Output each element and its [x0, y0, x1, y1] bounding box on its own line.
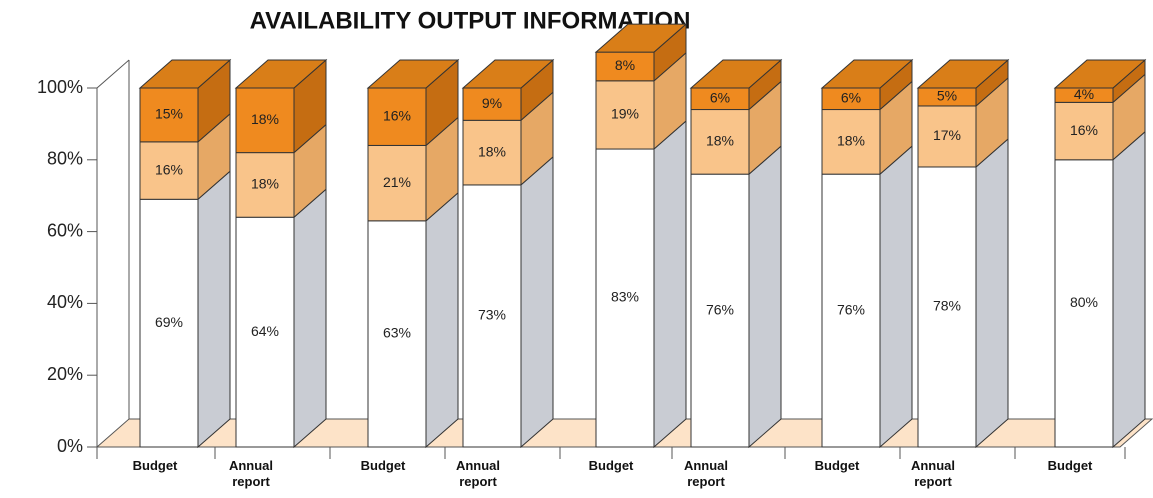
x-tick-label: Budget — [1047, 458, 1093, 473]
bar-segment — [595, 148, 655, 448]
bar-top — [366, 59, 460, 89]
value-label: 18% — [478, 143, 506, 159]
value-label: 18% — [837, 133, 865, 149]
bar-segment — [462, 119, 522, 186]
value-label: 6% — [841, 89, 861, 105]
x-tick-label: Annual report — [910, 458, 956, 489]
bar-side — [975, 137, 1009, 449]
x-tick-label: Annual report — [683, 458, 729, 489]
x-tick-label: Budget — [132, 458, 178, 473]
bar-segment — [1054, 159, 1114, 448]
value-label: 63% — [383, 325, 411, 341]
bar-segment — [367, 220, 427, 448]
value-label: 8% — [615, 57, 635, 73]
y-tick-label: 40% — [47, 292, 83, 312]
bar-segment — [235, 152, 295, 218]
value-label: 21% — [383, 174, 411, 190]
value-label: 15% — [155, 106, 183, 122]
bar-segment — [367, 87, 427, 146]
bar-top — [820, 59, 914, 89]
value-label: 76% — [837, 301, 865, 317]
bar-segment — [917, 105, 977, 168]
y-tick-label: 0% — [57, 436, 83, 456]
value-label: 64% — [251, 323, 279, 339]
value-label: 5% — [937, 88, 957, 104]
bar-side — [879, 145, 913, 449]
bar-side — [1112, 130, 1146, 449]
bar-top — [594, 23, 688, 53]
bar-top — [461, 59, 555, 89]
bar-segment — [462, 87, 522, 121]
value-label: 76% — [706, 301, 734, 317]
bar-side — [293, 188, 327, 449]
y-tick-label: 100% — [37, 77, 83, 97]
bar-top — [1053, 59, 1147, 89]
value-label: 19% — [611, 106, 639, 122]
bar-top — [234, 59, 328, 89]
x-tick-label: Annual report — [228, 458, 274, 489]
bar-side — [520, 155, 554, 449]
value-label: 16% — [383, 107, 411, 123]
value-label: 16% — [1070, 122, 1098, 138]
y-tick-label: 80% — [47, 149, 83, 169]
value-label: 80% — [1070, 294, 1098, 310]
bar-side — [653, 119, 687, 449]
x-tick-label: Annual report — [455, 458, 501, 489]
bar-side — [425, 191, 459, 449]
y-tick-label: 60% — [47, 220, 83, 240]
chart-title: AVAILABILITY OUTPUT INFORMATION — [250, 7, 691, 34]
x-tick-label: Budget — [360, 458, 406, 473]
bar-side — [748, 145, 782, 449]
bar-segment — [235, 87, 295, 154]
value-label: 18% — [706, 133, 734, 149]
bar-top — [138, 59, 232, 89]
wall-top — [96, 59, 130, 89]
value-label: 18% — [251, 176, 279, 192]
bar-top — [689, 59, 783, 89]
bar-segment — [462, 184, 522, 448]
value-label: 69% — [155, 314, 183, 330]
bar-segment — [690, 173, 750, 448]
value-label: 18% — [251, 111, 279, 127]
value-label: 78% — [933, 298, 961, 314]
value-label: 73% — [478, 307, 506, 323]
bar-side — [197, 170, 231, 449]
bar-top — [916, 59, 1010, 89]
value-label: 83% — [611, 289, 639, 305]
value-label: 4% — [1074, 86, 1094, 102]
bar-segment — [139, 87, 199, 143]
x-tick-label: Budget — [588, 458, 634, 473]
value-label: 17% — [933, 127, 961, 143]
bar-segment — [367, 144, 427, 222]
value-label: 9% — [482, 95, 502, 111]
x-tick-label: Budget — [814, 458, 860, 473]
value-label: 16% — [155, 161, 183, 177]
bar-segment — [917, 166, 977, 448]
value-label: 6% — [710, 89, 730, 105]
y-tick-label: 20% — [47, 364, 83, 384]
bar-segment — [821, 173, 881, 448]
